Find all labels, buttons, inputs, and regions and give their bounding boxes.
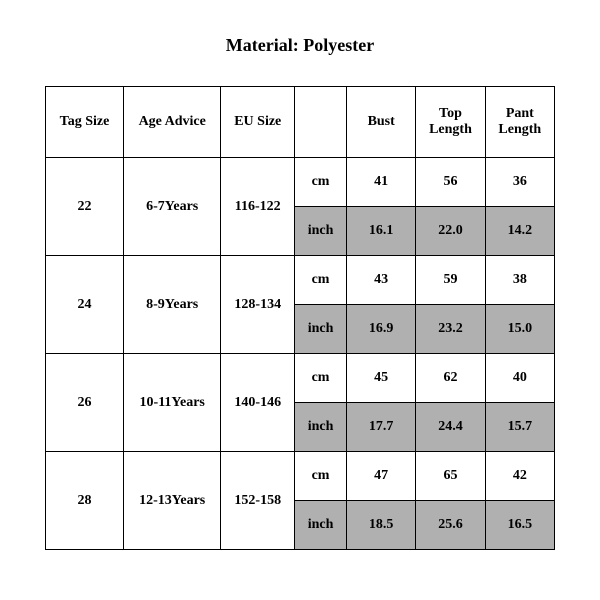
cell-unit: cm: [295, 158, 347, 207]
cell-pant: 42: [485, 452, 554, 501]
cell-bust: 43: [347, 256, 416, 305]
cell-eu: 116-122: [221, 158, 295, 256]
cell-top: 22.0: [416, 207, 485, 256]
cell-top: 25.6: [416, 501, 485, 550]
col-eu-size: EU Size: [221, 87, 295, 158]
cell-bust: 16.9: [347, 305, 416, 354]
cell-bust: 18.5: [347, 501, 416, 550]
cell-eu: 152-158: [221, 452, 295, 550]
cell-bust: 45: [347, 354, 416, 403]
cell-age: 12-13Years: [123, 452, 220, 550]
cell-bust: 17.7: [347, 403, 416, 452]
table-row: 26 10-11Years 140-146 cm 45 62 40: [46, 354, 555, 403]
cell-bust: 16.1: [347, 207, 416, 256]
cell-top: 23.2: [416, 305, 485, 354]
cell-pant: 16.5: [485, 501, 554, 550]
cell-bust: 41: [347, 158, 416, 207]
table-row: 28 12-13Years 152-158 cm 47 65 42: [46, 452, 555, 501]
cell-top: 24.4: [416, 403, 485, 452]
cell-unit: cm: [295, 256, 347, 305]
col-bust: Bust: [347, 87, 416, 158]
cell-tag: 28: [46, 452, 124, 550]
col-tag-size: Tag Size: [46, 87, 124, 158]
cell-pant: 15.0: [485, 305, 554, 354]
cell-pant: 40: [485, 354, 554, 403]
cell-age: 6-7Years: [123, 158, 220, 256]
cell-age: 10-11Years: [123, 354, 220, 452]
cell-pant: 38: [485, 256, 554, 305]
size-table: Tag Size Age Advice EU Size Bust Top Len…: [45, 86, 555, 550]
col-top-length: Top Length: [416, 87, 485, 158]
cell-unit: cm: [295, 452, 347, 501]
cell-unit: inch: [295, 403, 347, 452]
cell-top: 62: [416, 354, 485, 403]
cell-age: 8-9Years: [123, 256, 220, 354]
cell-pant: 14.2: [485, 207, 554, 256]
cell-tag: 26: [46, 354, 124, 452]
col-age-advice: Age Advice: [123, 87, 220, 158]
table-header-row: Tag Size Age Advice EU Size Bust Top Len…: [46, 87, 555, 158]
cell-top: 65: [416, 452, 485, 501]
col-unit: [295, 87, 347, 158]
table-row: 24 8-9Years 128-134 cm 43 59 38: [46, 256, 555, 305]
cell-pant: 15.7: [485, 403, 554, 452]
cell-tag: 22: [46, 158, 124, 256]
cell-eu: 140-146: [221, 354, 295, 452]
cell-pant: 36: [485, 158, 554, 207]
cell-top: 59: [416, 256, 485, 305]
cell-unit: inch: [295, 501, 347, 550]
cell-bust: 47: [347, 452, 416, 501]
page-title: Material: Polyester: [45, 35, 555, 56]
table-row: 22 6-7Years 116-122 cm 41 56 36: [46, 158, 555, 207]
cell-unit: cm: [295, 354, 347, 403]
cell-unit: inch: [295, 305, 347, 354]
cell-eu: 128-134: [221, 256, 295, 354]
cell-tag: 24: [46, 256, 124, 354]
cell-top: 56: [416, 158, 485, 207]
col-pant-length: Pant Length: [485, 87, 554, 158]
cell-unit: inch: [295, 207, 347, 256]
